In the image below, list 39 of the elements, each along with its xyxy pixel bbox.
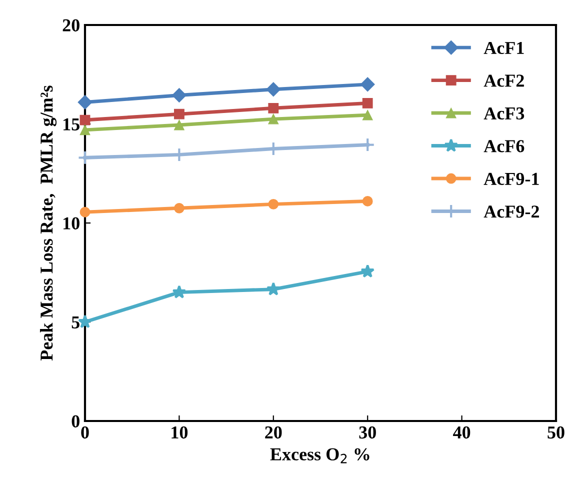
x-tick-label: 40 (453, 426, 470, 439)
point (268, 198, 279, 210)
y-tick-label: 20 (62, 19, 80, 32)
point (266, 282, 280, 296)
x-tick-label: 20 (265, 426, 282, 439)
y-tick-label: 0 (72, 415, 80, 428)
x-tick-label: 0 (81, 426, 89, 439)
point (174, 108, 184, 120)
point (174, 202, 184, 214)
point (362, 196, 373, 206)
point (80, 206, 90, 218)
legend-label: AcF3 (484, 107, 524, 120)
point (78, 94, 92, 110)
legend-label: AcF1 (484, 42, 524, 54)
x-axis-title: Excess O$_{2}$ % (270, 448, 370, 464)
point (268, 102, 279, 114)
y-tick-label: 5 (72, 316, 80, 328)
point (362, 98, 373, 108)
legend-label: AcF9-2 (484, 206, 539, 218)
point (268, 114, 279, 124)
point (266, 82, 281, 97)
point (360, 264, 375, 278)
x-tick-label: 50 (548, 426, 564, 439)
legend-label: AcF6 (484, 140, 524, 152)
legend-label: AcF9-1 (484, 172, 539, 186)
point (362, 110, 373, 120)
point (172, 88, 186, 103)
x-tick-label: 30 (359, 426, 376, 439)
point (174, 120, 184, 130)
x-tick-label: 10 (172, 426, 188, 439)
point (78, 314, 92, 328)
legend-label: AcF2 (484, 74, 524, 87)
point (360, 77, 375, 92)
point (80, 124, 90, 136)
y-tick-label: 15 (64, 118, 80, 130)
y-axis-title: Peak Mass Loss Rate, PMLR g/m²s (40, 86, 57, 361)
y-tick-label: 10 (64, 217, 80, 230)
point (172, 285, 186, 298)
point (80, 114, 90, 126)
